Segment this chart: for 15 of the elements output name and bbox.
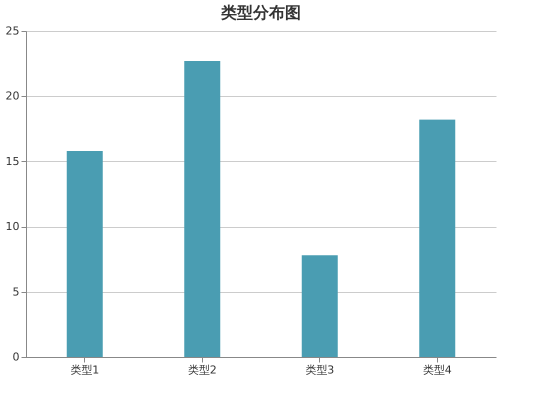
chart-title: 类型分布图: [220, 3, 301, 22]
y-tick-label: 0: [12, 350, 20, 364]
y-tick-label: 10: [6, 220, 20, 234]
x-tick-label: 类型4: [422, 364, 452, 376]
y-tick-label: 5: [12, 285, 20, 298]
bar: [184, 60, 220, 357]
y-tick-label: 20: [6, 90, 20, 103]
x-tick-label: 类型1: [70, 364, 100, 376]
x-tick-label: 类型2: [188, 364, 217, 376]
bar: [419, 120, 456, 357]
x-tick-label: 类型3: [305, 364, 334, 376]
y-tick-label: 15: [6, 154, 20, 168]
bar: [66, 150, 103, 357]
y-tick-label: 25: [6, 24, 20, 38]
bar: [302, 255, 338, 357]
